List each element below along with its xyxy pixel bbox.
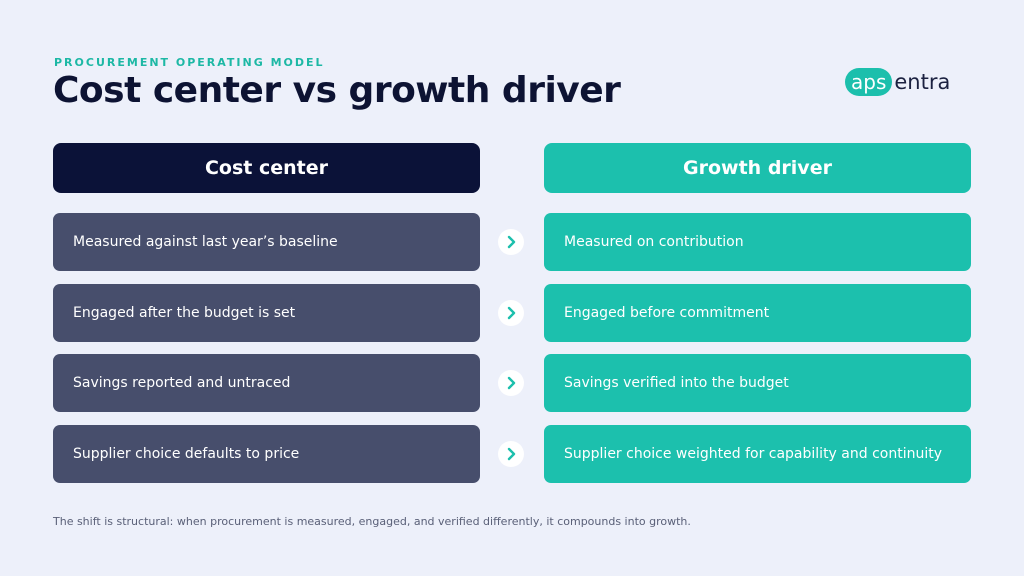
arrow-icon	[498, 440, 524, 467]
row-item: Savings reported and untraced	[53, 354, 480, 412]
chevron	[507, 447, 516, 460]
row-item: Savings verified into the budget	[544, 354, 971, 412]
chevron	[507, 376, 516, 390]
column-header: Cost center	[53, 143, 480, 193]
logo-mark: aps	[845, 68, 893, 96]
title: Cost center vs growth driver	[53, 70, 621, 111]
arrow-icon	[498, 370, 524, 396]
row-item: Engaged before commitment	[544, 283, 971, 342]
arrow-icon	[498, 229, 524, 255]
row-item: Supplier choice defaults to price	[53, 424, 480, 483]
row-item: Measured on contribution	[544, 213, 971, 271]
arrow-icon	[498, 299, 524, 326]
logo: aps entra	[845, 68, 950, 96]
logo-text: entra	[894, 70, 951, 94]
column-header: Growth driver	[544, 143, 971, 193]
footer-note: The shift is structural: when procuremen…	[53, 515, 691, 528]
chevron	[507, 235, 516, 249]
row-item: Engaged after the budget is set	[53, 283, 480, 342]
chevron	[507, 306, 516, 319]
row-item: Measured against last year’s baseline	[53, 213, 480, 271]
row-item: Supplier choice weighted for capability …	[544, 424, 971, 483]
eyebrow: PROCUREMENT OPERATING MODEL	[54, 56, 325, 69]
